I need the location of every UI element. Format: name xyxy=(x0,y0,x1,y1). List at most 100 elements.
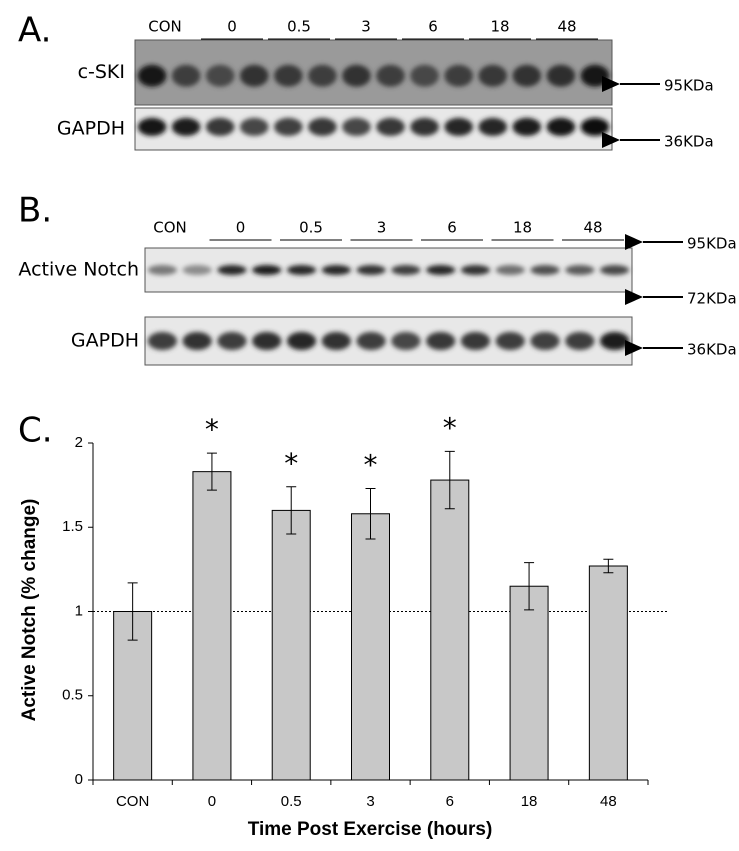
band xyxy=(286,332,317,350)
band xyxy=(460,265,491,275)
band xyxy=(274,64,303,87)
band xyxy=(137,117,167,136)
significance-mark: * xyxy=(205,413,219,446)
band xyxy=(376,117,405,136)
band xyxy=(182,265,212,275)
band xyxy=(356,332,386,350)
bar xyxy=(588,565,628,781)
band xyxy=(239,117,269,136)
x-tick-label: 0.5 xyxy=(281,793,302,810)
band xyxy=(580,117,610,136)
band xyxy=(426,332,456,350)
row-label: GAPDH xyxy=(57,118,125,140)
size-marker: 95KDa xyxy=(687,235,737,253)
bar xyxy=(351,513,390,781)
bar xyxy=(271,509,311,781)
x-tick-label: 0 xyxy=(208,793,216,810)
band xyxy=(512,117,542,136)
bar xyxy=(430,479,470,781)
error-bar xyxy=(286,486,297,535)
error-bar xyxy=(365,487,376,540)
band xyxy=(137,64,167,87)
error-bar xyxy=(603,558,614,574)
band xyxy=(530,265,560,275)
band xyxy=(546,117,576,136)
row-label: c-SKI xyxy=(78,61,125,83)
error-bar xyxy=(524,562,535,611)
lane-label: 0.5 xyxy=(299,219,323,237)
lane-label: 6 xyxy=(428,18,438,36)
panel-label: B. xyxy=(18,191,52,231)
x-tick-label: 48 xyxy=(600,793,617,810)
band xyxy=(599,265,630,275)
lane-label: 48 xyxy=(583,219,602,237)
row-label: GAPDH xyxy=(71,330,139,352)
band xyxy=(274,117,303,136)
lane-label: 0 xyxy=(227,18,237,36)
size-marker: 36KDa xyxy=(664,133,714,151)
lane-label: 48 xyxy=(557,18,576,36)
band xyxy=(426,265,456,275)
band xyxy=(171,64,201,87)
band xyxy=(217,265,247,275)
band xyxy=(444,64,473,87)
band xyxy=(478,64,508,87)
band xyxy=(391,265,421,275)
band xyxy=(252,332,282,350)
y-axis-title: Active Notch (% change) xyxy=(19,499,40,722)
band xyxy=(321,265,351,275)
y-tick-label: 1 xyxy=(75,602,83,619)
lane-label: CON xyxy=(153,219,187,237)
band xyxy=(171,117,201,136)
band xyxy=(342,117,371,136)
bar xyxy=(192,471,232,781)
lane-label: 3 xyxy=(361,18,371,36)
bar xyxy=(509,585,549,781)
y-tick-label: 2 xyxy=(75,434,83,451)
size-marker: 95KDa xyxy=(664,77,714,95)
band xyxy=(460,332,491,350)
band xyxy=(205,64,235,87)
lane-label: 0 xyxy=(236,219,246,237)
y-tick-label: 0 xyxy=(75,771,83,788)
x-tick-label: 6 xyxy=(446,793,454,810)
band xyxy=(512,64,542,87)
significance-mark: * xyxy=(364,448,378,481)
row-label: Active Notch xyxy=(18,259,139,281)
band xyxy=(308,117,337,136)
band xyxy=(495,332,525,350)
band xyxy=(478,117,508,136)
lane-label: CON xyxy=(148,18,182,36)
size-marker: 72KDa xyxy=(687,290,737,308)
band xyxy=(530,332,560,350)
lane-label: 18 xyxy=(490,18,509,36)
lane-label: 18 xyxy=(513,219,532,237)
panel-label: A. xyxy=(18,11,51,51)
band xyxy=(565,265,595,275)
band xyxy=(495,265,525,275)
band xyxy=(565,332,595,350)
lane-label: 6 xyxy=(447,219,457,237)
band xyxy=(444,117,473,136)
band xyxy=(308,64,337,87)
band xyxy=(410,64,439,87)
band xyxy=(182,332,212,350)
band xyxy=(286,265,317,275)
band xyxy=(252,265,282,275)
x-tick-label: 18 xyxy=(521,793,538,810)
band xyxy=(342,64,371,87)
x-axis-title: Time Post Exercise (hours) xyxy=(248,819,493,840)
band xyxy=(239,64,269,87)
band xyxy=(599,332,630,350)
significance-mark: * xyxy=(284,447,298,480)
lane-label: 3 xyxy=(377,219,387,237)
band xyxy=(391,332,421,350)
error-bar xyxy=(127,582,138,641)
y-tick-label: 1.5 xyxy=(62,518,83,535)
band xyxy=(410,117,439,136)
band xyxy=(546,64,576,87)
y-tick-label: 0.5 xyxy=(62,687,83,704)
panel-label: C. xyxy=(18,411,53,451)
band xyxy=(147,265,178,275)
